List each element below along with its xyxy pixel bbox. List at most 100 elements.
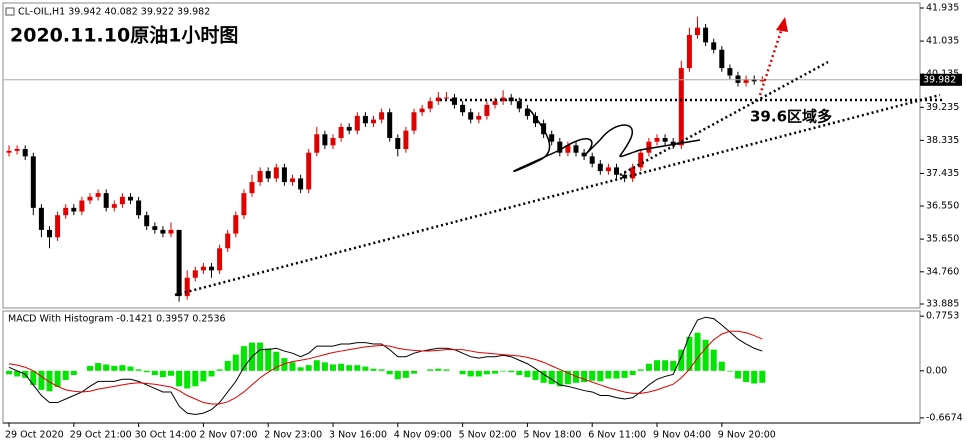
- y-tick-label: 41.935: [926, 3, 959, 14]
- candle-body: [484, 104, 490, 116]
- y-tick-label: -0.6674: [926, 412, 963, 423]
- candle-body: [257, 171, 263, 183]
- candle-body: [79, 200, 85, 212]
- candle-body: [743, 79, 749, 83]
- candle-body: [249, 182, 255, 194]
- histogram-bar: [378, 369, 385, 371]
- candle-body: [452, 97, 457, 105]
- histogram-bar: [305, 365, 312, 371]
- histogram-bar: [346, 365, 353, 371]
- histogram-bar: [168, 370, 174, 376]
- candle-body: [38, 207, 44, 230]
- candle-body: [500, 97, 506, 102]
- histogram-bar: [467, 370, 474, 377]
- candle-body: [30, 156, 36, 208]
- histogram-bar: [265, 348, 272, 371]
- annotation: 2020.11.10原油1小时图: [10, 25, 238, 47]
- candle-body: [395, 137, 401, 150]
- candle-body: [387, 112, 393, 138]
- histogram-bar: [159, 370, 166, 378]
- candle-body: [14, 149, 20, 151]
- histogram-bar: [402, 370, 409, 378]
- candle-body: [144, 215, 150, 227]
- histogram-bar: [751, 370, 758, 384]
- candle-body: [87, 196, 93, 201]
- candle-body: [265, 171, 271, 179]
- candle-body: [47, 229, 52, 238]
- y-tick-label: 35.650: [926, 234, 959, 245]
- candle-body: [516, 101, 522, 109]
- histogram-bar: [127, 366, 134, 371]
- candle-body: [614, 167, 619, 175]
- histogram-bar: [224, 360, 231, 371]
- histogram-bar: [759, 370, 766, 383]
- histogram-bar: [103, 364, 110, 371]
- histogram-bar: [654, 360, 660, 371]
- candle-body: [362, 115, 368, 124]
- candle-body: [533, 115, 538, 124]
- histogram-bar: [151, 370, 158, 376]
- histogram-bar: [30, 370, 37, 385]
- histogram-bar: [621, 370, 628, 378]
- candle-body: [184, 277, 190, 297]
- histogram-bar: [95, 363, 102, 371]
- y-tick-label: 33.885: [926, 298, 959, 309]
- histogram-bar: [686, 336, 693, 371]
- candle-body: [443, 97, 449, 99]
- histogram-bar: [143, 370, 150, 373]
- arrow-line: [758, 27, 784, 96]
- histogram-bar: [475, 370, 482, 377]
- candle-body: [241, 193, 247, 216]
- histogram-bar: [192, 370, 199, 387]
- y-tick-label: 0.7753: [926, 311, 959, 322]
- candle-body: [314, 134, 320, 153]
- histogram-bar: [354, 365, 361, 371]
- histogram-bar: [6, 370, 12, 375]
- candle-body: [281, 167, 287, 183]
- histogram-bar: [459, 370, 466, 375]
- histogram-bar: [427, 369, 434, 371]
- histogram-bar: [338, 363, 345, 371]
- signature: [513, 109, 701, 172]
- histogram-bar: [208, 370, 215, 377]
- histogram-bar: [281, 358, 288, 371]
- candle-body: [581, 152, 587, 157]
- histogram-bar: [313, 360, 320, 371]
- histogram-bar: [556, 370, 563, 387]
- y-tick-label: 37.435: [926, 168, 959, 179]
- candle-body: [176, 229, 182, 297]
- candle-body: [662, 137, 668, 142]
- histogram-bar: [435, 368, 442, 371]
- histogram-bar: [200, 370, 207, 382]
- candle-body: [419, 108, 425, 113]
- candle-body: [71, 207, 77, 212]
- candle-body: [371, 119, 376, 124]
- histogram-bar: [605, 370, 612, 379]
- candle-body: [468, 112, 474, 120]
- macd-line: [8, 316, 763, 416]
- candle-body: [111, 204, 117, 208]
- histogram-bar: [694, 332, 701, 371]
- histogram-bar: [321, 362, 328, 371]
- candle-body: [435, 97, 441, 102]
- x-tick-label: 5 Nov 02:00: [459, 430, 517, 441]
- x-tick-label: 4 Nov 09:00: [394, 430, 452, 441]
- candle-body: [703, 27, 709, 43]
- candle-body: [225, 233, 231, 249]
- histogram-bar: [702, 339, 709, 371]
- candle-body: [379, 112, 385, 120]
- candle-body: [152, 226, 158, 230]
- candle-body: [273, 167, 279, 179]
- candle-body: [6, 150, 12, 153]
- candle-body: [103, 193, 109, 208]
- histogram-bar: [678, 349, 685, 371]
- trend-line: [174, 93, 941, 297]
- x-tick-label: 9 Nov 20:00: [718, 430, 776, 441]
- histogram-bar: [14, 370, 21, 377]
- candle-body: [330, 137, 336, 146]
- histogram-bar: [232, 354, 239, 371]
- candle-body: [565, 145, 571, 153]
- y-tick-label: 39.235: [926, 102, 959, 113]
- macd-line: [8, 330, 763, 405]
